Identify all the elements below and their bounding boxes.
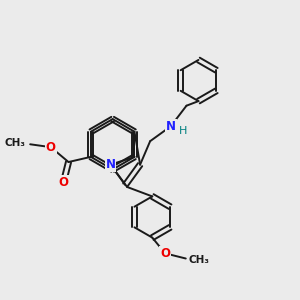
Text: N: N — [106, 158, 116, 171]
Text: CH₃: CH₃ — [189, 255, 210, 265]
Text: N: N — [166, 120, 176, 133]
Text: CH₃: CH₃ — [5, 138, 26, 148]
Text: O: O — [160, 247, 170, 260]
Text: H: H — [178, 126, 187, 136]
Text: O: O — [46, 141, 56, 154]
Text: O: O — [58, 176, 68, 189]
